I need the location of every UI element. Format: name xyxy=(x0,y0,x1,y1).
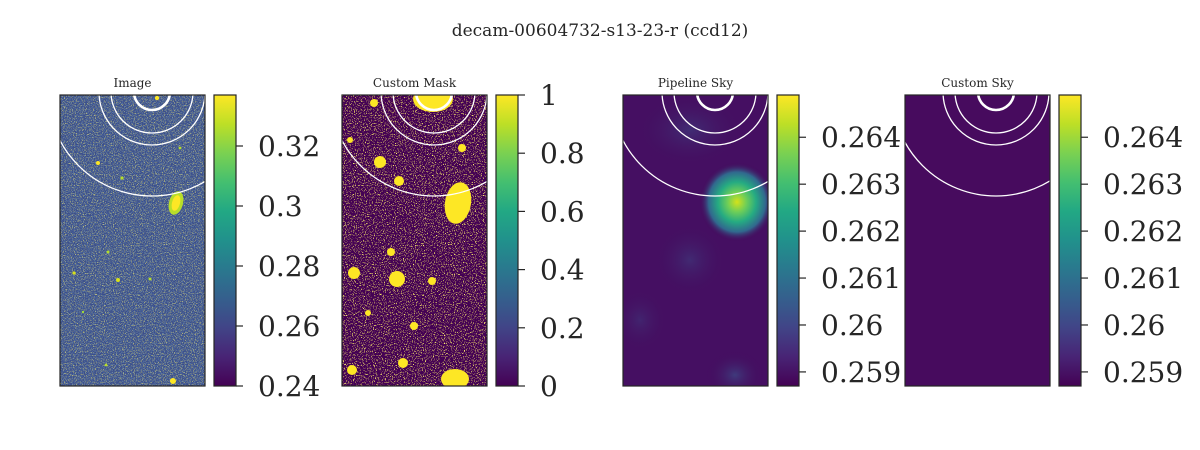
colorbar xyxy=(496,95,518,386)
colorbar-tick-label: 0.259 xyxy=(1103,356,1183,389)
mask-heatmap xyxy=(342,95,487,386)
aperture-circles xyxy=(623,95,768,197)
panel-title: Image xyxy=(113,76,151,90)
star xyxy=(104,363,108,367)
star xyxy=(148,277,152,281)
custom-sky-heatmap xyxy=(905,95,1050,386)
axes-frame xyxy=(59,94,206,387)
star xyxy=(106,250,110,254)
colorbar-tick-label: 0.261 xyxy=(821,262,901,295)
colorbar-tick-label: 0.24 xyxy=(258,370,320,403)
star xyxy=(120,176,124,180)
colorbar-tick-label: 1 xyxy=(540,79,558,112)
star xyxy=(72,271,76,275)
panel-title: Pipeline Sky xyxy=(658,76,734,90)
colorbar xyxy=(777,95,799,386)
axes-frame xyxy=(904,94,1051,387)
panel-title: Custom Mask xyxy=(373,76,457,90)
panel-custom-sky: Custom Sky 0.259 0.26 0.261 0.262 0.263 0.264 xyxy=(904,76,1183,389)
colorbar xyxy=(214,95,236,386)
colorbar-tick-label: 0.2 xyxy=(540,312,585,345)
colorbar-ticks: 0.24 0.26 0.28 0.3 0.32 xyxy=(236,130,320,403)
colorbar-tick-label: 0.8 xyxy=(540,137,585,170)
aperture-circles xyxy=(60,95,205,197)
colorbar-tick-label: 0 xyxy=(540,370,558,403)
star xyxy=(81,310,85,314)
panel-pipeline-sky: Pipeline Sky 0.2590.260.2610.2620.2630.2… xyxy=(622,76,901,389)
axes-frame xyxy=(341,94,488,387)
panel-image: Image 0.2 xyxy=(59,76,320,403)
colorbar-tick-label: 0.259 xyxy=(821,356,901,389)
aperture-circles xyxy=(905,95,1050,197)
star xyxy=(170,378,176,384)
figure-title: decam-00604732-s13-23-r (ccd12) xyxy=(452,21,749,41)
star xyxy=(116,278,120,282)
colorbar-tick-label: 0.263 xyxy=(1103,168,1183,201)
colorbar-tick-label: 0.264 xyxy=(1103,121,1183,154)
colorbar-tick-label: 0.262 xyxy=(1103,215,1183,248)
image-heatmap xyxy=(60,95,205,386)
axes-frame xyxy=(622,94,769,387)
panel-custom-mask: Custom Mask xyxy=(341,76,585,403)
aperture-circles xyxy=(342,95,487,197)
colorbar-tick-label: 0.26 xyxy=(258,310,320,343)
colorbar-ticks: 0 0.2 0.4 0.6 0.8 1 xyxy=(518,79,585,403)
pipeline-sky-heatmap xyxy=(623,95,768,386)
colorbar-tick-label: 0.264 xyxy=(821,121,901,154)
panel-title: Custom Sky xyxy=(941,76,1014,90)
colorbar-tick-label: 0.26 xyxy=(1103,309,1165,342)
colorbar-tick-label: 0.3 xyxy=(258,190,303,223)
star xyxy=(178,146,182,150)
star xyxy=(96,161,100,165)
colorbar-tick-label: 0.263 xyxy=(821,168,901,201)
colorbar-tick-label: 0.261 xyxy=(1103,262,1183,295)
colorbar-tick-label: 0.26 xyxy=(821,309,883,342)
colorbar-tick-label: 0.32 xyxy=(258,130,320,163)
colorbar-ticks: 0.259 0.26 0.261 0.262 0.263 0.264 xyxy=(1081,121,1183,389)
colorbar-tick-label: 0.28 xyxy=(258,250,320,283)
colorbar-tick-label: 0.6 xyxy=(540,195,585,228)
colorbar xyxy=(1059,95,1081,386)
colorbar-ticks: 0.259 0.26 0.261 0.262 0.263 0.264 xyxy=(799,121,901,389)
colorbar-tick-label: 0.262 xyxy=(821,215,901,248)
star xyxy=(154,95,160,101)
colorbar-tick-label: 0.4 xyxy=(540,254,585,287)
